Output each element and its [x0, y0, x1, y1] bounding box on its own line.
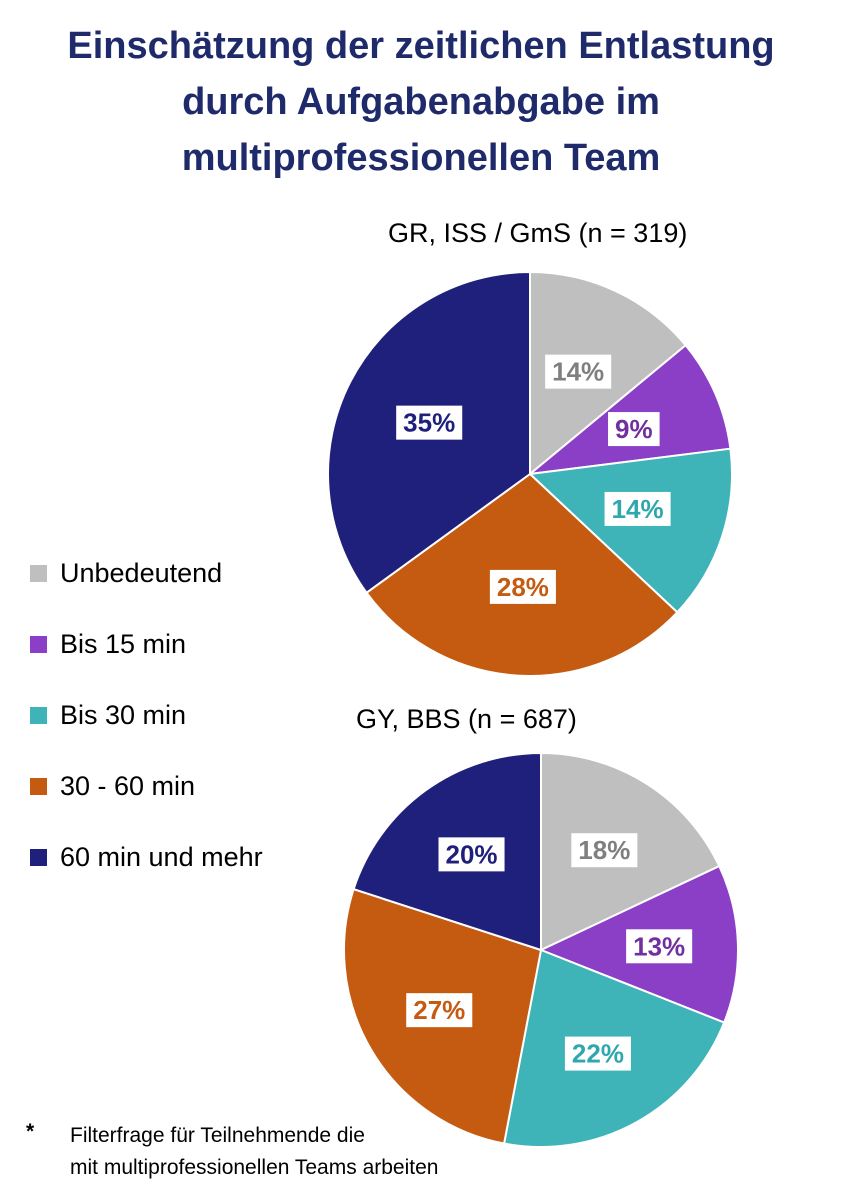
- pie-2-data-label-30-60-min: 27%: [406, 993, 473, 1028]
- legend-swatch-30-60-min: [30, 777, 47, 795]
- legend-label-60-min-und-mehr: 60 min und mehr: [60, 841, 263, 872]
- pie-2-data-label-unbedeutend: 18%: [571, 833, 638, 868]
- pie-1-title: GR, ISS / GmS (n = 319): [388, 218, 688, 248]
- pie-2-data-label-text-bis-15-min: 13%: [633, 931, 685, 961]
- legend-item-60-min-und-mehr: 60 min und mehr: [30, 839, 263, 875]
- pie-1-data-label-bis-30-min: 14%: [604, 491, 671, 526]
- footnote-line-1: Filterfrage für Teilnehmende die: [70, 1124, 365, 1147]
- legend-item-bis-30-min: Bis 30 min: [30, 697, 263, 733]
- pie-1-data-label-text-unbedeutend: 14%: [552, 357, 604, 387]
- legend-label-30-60-min: 30 - 60 min: [60, 770, 196, 801]
- legend-swatch-bis-15-min: [30, 635, 47, 653]
- pie-2-data-label-box-unbedeutend: [571, 833, 638, 868]
- legend-swatch-bis-30-min: [30, 706, 47, 724]
- pie-1-data-label-text-30-60-min: 28%: [497, 572, 549, 602]
- pie-2-data-label-bis-30-min: 22%: [564, 1036, 631, 1071]
- pie-2-data-label-text-unbedeutend: 18%: [578, 835, 630, 865]
- pie-2-data-label-text-30-60-min: 27%: [413, 995, 465, 1025]
- pie-1-data-label-text-bis-30-min: 14%: [612, 494, 664, 524]
- pie-1: 14% 9% 14% 28% 35%: [327, 270, 733, 677]
- chart-title-line-2: durch Aufgabenabgabe im: [182, 81, 660, 123]
- pie-1-data-label-box-30-60-min: [489, 569, 556, 604]
- legend-item-30-60-min: 30 - 60 min: [30, 768, 263, 804]
- chart-title-line-3: multiprofessionellen Team: [181, 137, 661, 179]
- pie-1-data-label-60-min-und-mehr: 35%: [396, 405, 463, 440]
- footnote-line-2: mit multiprofessionellen Teams arbeiten: [70, 1156, 439, 1179]
- footnote-marker: *: [26, 1120, 35, 1143]
- pie-1-slice-bis-30-min: [527, 447, 733, 614]
- pie-1-data-label-box-60-min-und-mehr: [396, 405, 463, 440]
- pie-2-data-label-box-30-60-min: [406, 993, 473, 1028]
- pie-2-data-label-bis-15-min: 13%: [626, 929, 693, 964]
- pie-2-data-label-box-bis-15-min: [626, 929, 693, 964]
- pie-1-data-label-bis-15-min: 9%: [608, 412, 660, 447]
- legend-label-bis-30-min: Bis 30 min: [60, 699, 187, 730]
- legend-swatch-unbedeutend: [30, 564, 47, 582]
- pie-1-slice-bis-15-min: [526, 343, 732, 476]
- pie-1-data-label-text-bis-15-min: 9%: [615, 414, 653, 444]
- pie-1-data-label-30-60-min: 28%: [489, 569, 556, 604]
- pie-1-data-label-text-60-min-und-mehr: 35%: [403, 408, 455, 438]
- chart-title-line-1: Einschätzung der zeitlichen Entlastung: [67, 25, 775, 67]
- pie-1-data-label-box-unbedeutend: [545, 354, 612, 389]
- pie-2-data-label-text-60-min-und-mehr: 20%: [446, 839, 498, 869]
- pie-1-data-label-box-bis-15-min: [608, 412, 660, 447]
- legend-label-unbedeutend: Unbedeutend: [60, 557, 223, 588]
- legend-item-unbedeutend: Unbedeutend: [30, 555, 263, 591]
- pie-2-data-label-box-60-min-und-mehr: [438, 837, 505, 872]
- pie-2-data-label-60-min-und-mehr: 20%: [438, 837, 505, 872]
- chart-title: Einschätzung der zeitlichen Entlastung d…: [0, 18, 842, 186]
- legend: Unbedeutend Bis 15 min Bis 30 min 30 - 6…: [30, 555, 263, 910]
- legend-swatch-60-min-und-mehr: [30, 848, 47, 866]
- pie-2: 18% 13% 22% 27% 20%: [343, 751, 739, 1148]
- pie-1-data-label-unbedeutend: 14%: [545, 354, 612, 389]
- legend-label-bis-15-min: Bis 15 min: [60, 628, 187, 659]
- pie-2-data-label-box-bis-30-min: [564, 1036, 631, 1071]
- legend-item-bis-15-min: Bis 15 min: [30, 626, 263, 662]
- pie-2-data-label-text-bis-30-min: 22%: [572, 1039, 624, 1069]
- pie-1-data-label-box-bis-30-min: [604, 491, 671, 526]
- pie-2-title: GY, BBS (n = 687): [356, 704, 577, 734]
